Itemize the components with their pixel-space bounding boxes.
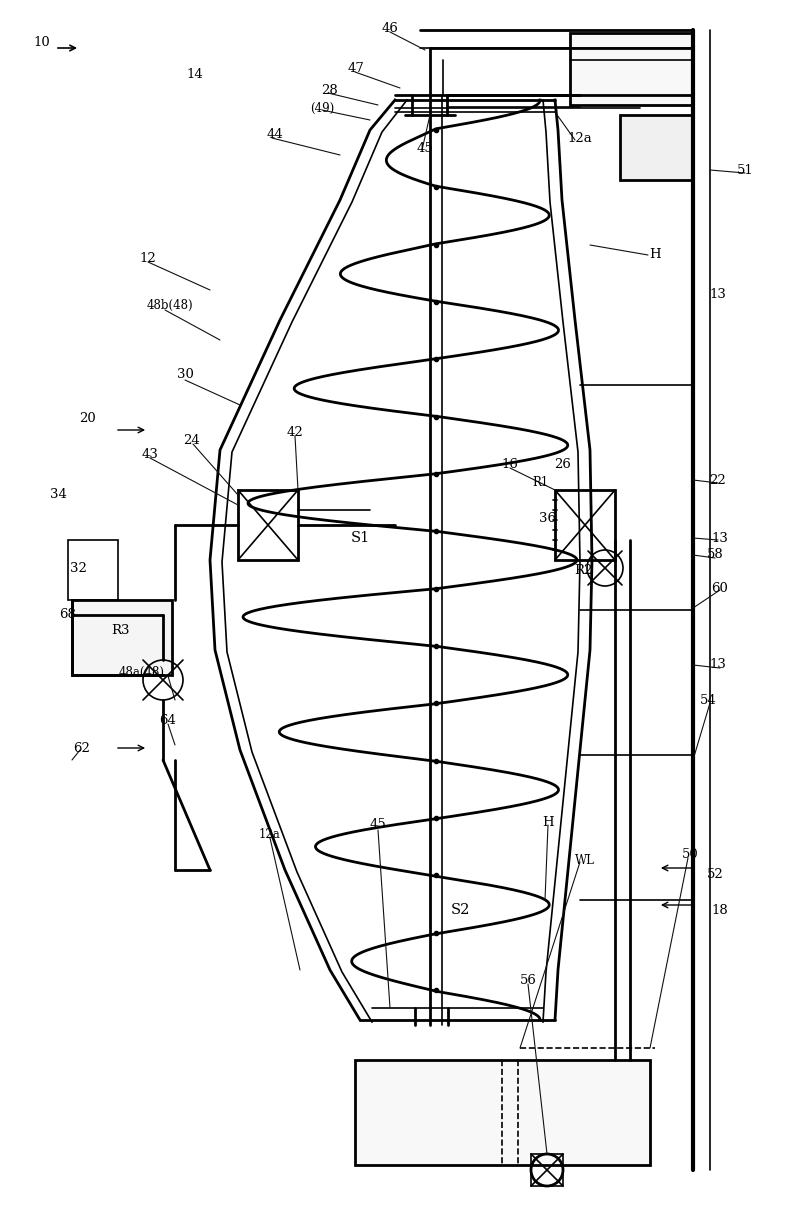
Text: H: H (542, 815, 554, 829)
Text: 32: 32 (70, 561, 86, 574)
Bar (238, 490, 298, 560)
Text: WL: WL (575, 853, 595, 867)
Text: 16: 16 (502, 459, 518, 471)
Text: R2: R2 (574, 563, 592, 577)
Text: 46: 46 (382, 22, 398, 34)
Text: 13: 13 (710, 288, 726, 302)
Text: 28: 28 (322, 84, 338, 96)
Text: 10: 10 (34, 35, 50, 49)
Bar (72, 600, 172, 675)
Text: 58: 58 (706, 549, 723, 561)
Text: 13: 13 (710, 658, 726, 672)
Text: R3: R3 (110, 623, 130, 636)
Text: 52: 52 (706, 869, 723, 881)
Text: S1: S1 (350, 531, 370, 545)
Text: 48b(48): 48b(48) (146, 298, 194, 312)
Text: 44: 44 (266, 129, 283, 141)
Text: 24: 24 (184, 433, 200, 447)
Text: 45: 45 (370, 819, 386, 831)
Text: 60: 60 (711, 582, 729, 594)
Text: 50: 50 (682, 848, 698, 862)
Text: 64: 64 (159, 713, 177, 727)
Text: 12a: 12a (568, 131, 592, 145)
Text: 30: 30 (177, 369, 194, 381)
Bar (355, 1060, 650, 1165)
Text: 36: 36 (539, 511, 557, 525)
Text: R1: R1 (532, 477, 548, 489)
Text: 34: 34 (50, 488, 66, 501)
Text: 13: 13 (711, 532, 729, 544)
Text: 68: 68 (59, 608, 77, 622)
Text: 26: 26 (554, 459, 571, 471)
Bar (531, 1154, 563, 1187)
Text: 48a(48): 48a(48) (119, 666, 165, 679)
Text: 51: 51 (737, 163, 754, 176)
Text: 12: 12 (140, 252, 156, 264)
Bar (620, 114, 693, 180)
Text: 45: 45 (417, 141, 434, 155)
Text: 42: 42 (286, 426, 303, 438)
Text: 20: 20 (80, 411, 96, 425)
Text: 22: 22 (710, 473, 726, 487)
Bar (570, 33, 693, 105)
Text: 47: 47 (347, 62, 365, 74)
Bar (68, 540, 118, 600)
Text: H: H (649, 248, 661, 262)
Text: (49): (49) (310, 101, 334, 114)
Text: 43: 43 (142, 449, 158, 461)
Text: 12a: 12a (259, 829, 281, 841)
Text: 56: 56 (519, 974, 537, 987)
Bar (555, 490, 615, 560)
Text: 62: 62 (74, 741, 90, 755)
Text: S2: S2 (450, 903, 470, 916)
Text: 18: 18 (712, 903, 728, 916)
Text: 14: 14 (186, 68, 203, 82)
Text: 54: 54 (700, 694, 716, 707)
